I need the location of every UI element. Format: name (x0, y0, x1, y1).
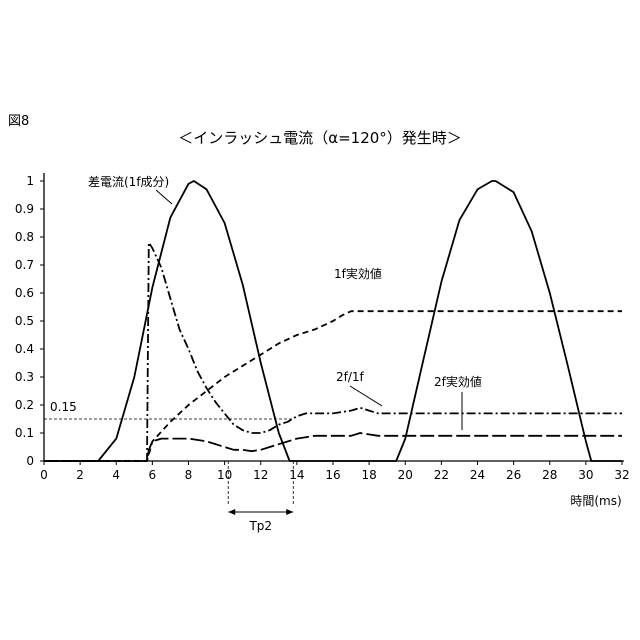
x-tick-label: 14 (289, 468, 304, 482)
leader-line (156, 190, 172, 204)
interval-label: Tp2 (248, 519, 272, 533)
x-tick-label: 30 (578, 468, 593, 482)
x-tick-label: 32 (614, 468, 629, 482)
x-tick-label: 28 (542, 468, 557, 482)
series-label-4: 2f実効値 (434, 374, 482, 389)
series-line-2 (44, 243, 622, 461)
x-tick-label: 22 (434, 468, 449, 482)
y-tick-label: 0.3 (15, 370, 34, 384)
y-tick-label: 0.7 (15, 258, 34, 272)
x-tick-label: 0 (40, 468, 48, 482)
y-tick-label: 0.8 (15, 230, 34, 244)
x-tick-label: 2 (76, 468, 84, 482)
x-tick-label: 6 (149, 468, 157, 482)
arrowhead-left (228, 509, 235, 515)
y-tick-label: 0.4 (15, 342, 34, 356)
x-tick-label: 16 (325, 468, 340, 482)
series-label-3: 2f/1f (336, 370, 365, 384)
y-tick-label: 0.2 (15, 398, 34, 412)
y-tick-label: 0.6 (15, 286, 34, 300)
x-tick-label: 20 (398, 468, 413, 482)
leader-line (350, 386, 382, 406)
y-tick-label: 0.5 (15, 314, 34, 328)
series-label-1: 差電流(1f成分) (88, 175, 169, 189)
x-tick-label: 4 (112, 468, 120, 482)
series-line-3 (44, 433, 622, 461)
arrowhead-right (286, 509, 293, 515)
x-tick-label: 18 (361, 468, 376, 482)
x-tick-label: 24 (470, 468, 485, 482)
series-label-2: 1f実効値 (334, 266, 382, 281)
x-tick-label: 10 (217, 468, 232, 482)
y-tick-label: 0.1 (15, 426, 34, 440)
y-tick-label: 0 (26, 454, 34, 468)
axes: 0246810121416182022242628303200.10.20.30… (15, 173, 630, 508)
x-tick-label: 12 (253, 468, 268, 482)
series-line-4 (44, 311, 622, 461)
x-axis-label: 時間(ms) (570, 494, 621, 508)
x-tick-label: 26 (506, 468, 521, 482)
threshold-label: 0.15 (50, 400, 77, 414)
x-tick-label: 8 (185, 468, 193, 482)
y-tick-label: 1 (26, 174, 34, 188)
y-tick-label: 0.9 (15, 202, 34, 216)
